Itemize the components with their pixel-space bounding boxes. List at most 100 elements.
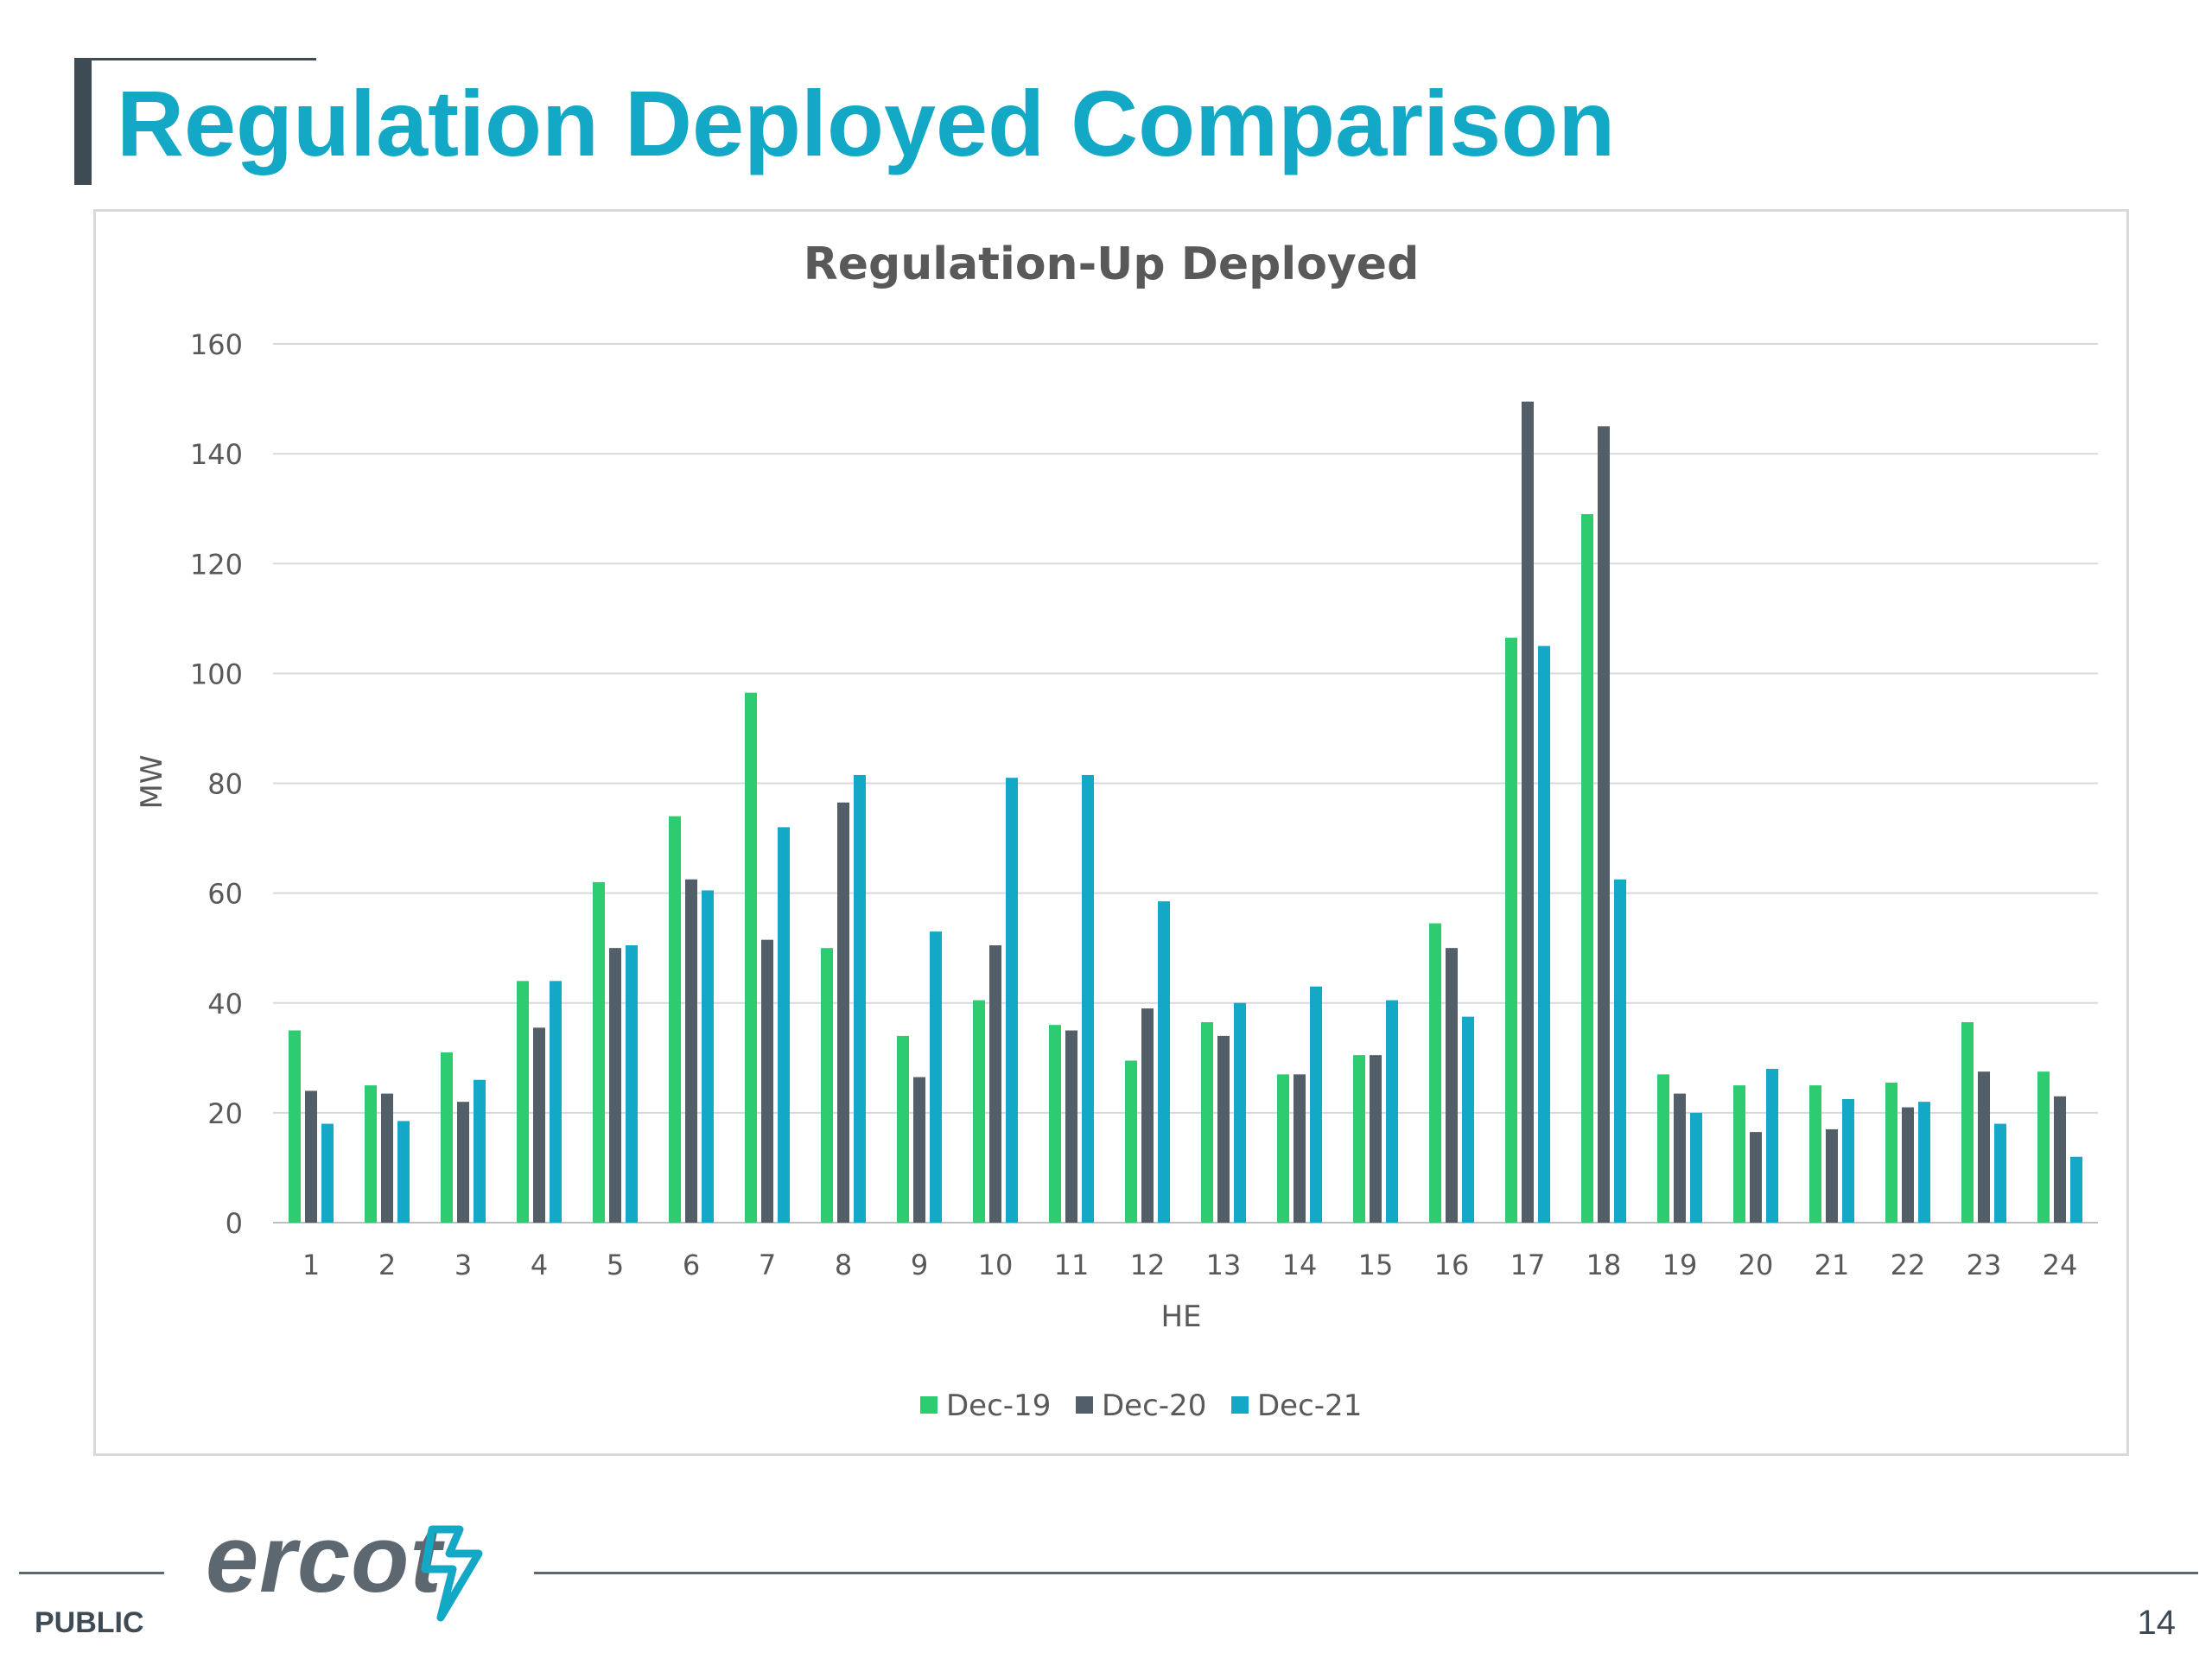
x-tick-label: 18 (1586, 1249, 1622, 1281)
bar-dec-20-he-22 (1902, 1107, 1914, 1223)
bar-dec-20-he-15 (1370, 1055, 1382, 1223)
x-tick-label: 21 (1815, 1249, 1850, 1281)
x-axis-title: HE (1160, 1300, 1201, 1334)
bar-dec-19-he-19 (1657, 1074, 1669, 1223)
y-tick-label: 60 (207, 878, 243, 911)
bar-dec-21-he-23 (1994, 1123, 2006, 1223)
bar-dec-20-he-20 (1750, 1132, 1762, 1223)
bar-dec-19-he-17 (1505, 638, 1517, 1223)
bar-dec-21-he-4 (550, 981, 562, 1223)
bar-dec-21-he-3 (474, 1079, 486, 1223)
x-tick-label: 6 (683, 1249, 700, 1281)
bar-dec-20-he-8 (837, 802, 849, 1223)
bar-dec-19-he-13 (1201, 1021, 1213, 1223)
bar-dec-20-he-1 (305, 1090, 317, 1223)
legend-label: Dec-19 (946, 1389, 1051, 1423)
bar-dec-20-he-9 (913, 1077, 925, 1223)
legend-label: Dec-21 (1257, 1389, 1362, 1423)
y-tick-label: 0 (226, 1207, 243, 1240)
bar-dec-20-he-2 (381, 1093, 393, 1223)
bar-dec-20-he-5 (609, 948, 621, 1223)
x-tick-label: 15 (1358, 1249, 1394, 1281)
y-tick-labels: 0 20 40 60 80 100 120 140 160 (190, 328, 243, 1240)
bar-dec-19-he-18 (1581, 514, 1593, 1223)
chart-title: Regulation-Up Deployed (804, 238, 1420, 290)
legend: Dec-19 Dec-20 Dec-21 (920, 1389, 1362, 1423)
bar-dec-21-he-12 (1158, 901, 1170, 1223)
bar-dec-19-he-16 (1429, 923, 1441, 1223)
bar-dec-21-he-5 (626, 945, 638, 1223)
bar-dec-19-he-9 (897, 1035, 909, 1223)
bar-dec-19-he-1 (289, 1030, 301, 1223)
bar-dec-20-he-23 (1978, 1071, 1990, 1223)
x-tick-label: 16 (1434, 1249, 1470, 1281)
x-tick-label: 19 (1662, 1249, 1698, 1281)
x-tick-label: 13 (1206, 1249, 1242, 1281)
footer-rule-right (534, 1572, 2198, 1574)
bar-dec-19-he-23 (1961, 1021, 1974, 1223)
y-tick-label: 20 (207, 1097, 243, 1130)
y-tick-label: 100 (190, 658, 243, 690)
x-tick-label: 5 (607, 1249, 624, 1281)
legend-swatch-dec-19 (920, 1396, 938, 1414)
x-tick-label: 3 (454, 1249, 472, 1281)
bar-dec-19-he-21 (1809, 1085, 1821, 1223)
x-tick-label: 24 (2043, 1249, 2078, 1281)
bar-dec-20-he-3 (457, 1102, 469, 1223)
bar-dec-19-he-14 (1277, 1074, 1289, 1223)
x-tick-label: 1 (302, 1249, 320, 1281)
bar-dec-21-he-14 (1310, 986, 1322, 1223)
bar-dec-21-he-10 (1006, 778, 1018, 1223)
footer-rule-left (19, 1572, 164, 1574)
x-tick-label: 2 (378, 1249, 396, 1281)
bar-dec-20-he-14 (1294, 1074, 1306, 1223)
bar-dec-20-he-18 (1598, 426, 1610, 1223)
bar-dec-19-he-15 (1353, 1055, 1365, 1223)
bar-dec-21-he-13 (1234, 1002, 1246, 1223)
legend-swatch-dec-21 (1231, 1396, 1249, 1414)
bar-dec-21-he-20 (1766, 1069, 1778, 1223)
bar-dec-20-he-6 (685, 879, 697, 1223)
bar-dec-19-he-3 (441, 1052, 453, 1223)
x-tick-label: 10 (978, 1249, 1014, 1281)
bar-dec-20-he-19 (1674, 1093, 1686, 1223)
x-tick-label: 22 (1891, 1249, 1926, 1281)
bar-dec-21-he-24 (2070, 1156, 2082, 1223)
bar-dec-20-he-12 (1141, 1008, 1154, 1223)
x-tick-labels: 1 2 3 4 5 6 7 8 9 10 11 12 13 14 15 16 17 18 19 20 21 22 23 24 (302, 1249, 2078, 1281)
y-tick-label: 40 (207, 988, 243, 1020)
bar-dec-19-he-10 (973, 1000, 985, 1223)
bar-dec-21-he-6 (702, 890, 714, 1223)
bar-dec-21-he-9 (930, 931, 942, 1223)
x-tick-label: 9 (911, 1249, 928, 1281)
legend-swatch-dec-20 (1076, 1396, 1093, 1414)
y-tick-label: 80 (207, 768, 243, 801)
bar-dec-19-he-6 (669, 816, 681, 1223)
bar-dec-19-he-11 (1049, 1025, 1061, 1223)
slide-title: Regulation Deployed Comparison (117, 71, 1616, 175)
ercot-bolt-icon (421, 1525, 483, 1622)
bar-dec-21-he-7 (778, 827, 790, 1223)
bar-dec-19-he-7 (745, 692, 757, 1223)
bar-dec-19-he-22 (1885, 1082, 1897, 1223)
bar-dec-20-he-24 (2054, 1096, 2066, 1223)
title-accent-line (74, 58, 316, 60)
x-tick-label: 20 (1738, 1249, 1774, 1281)
bar-dec-21-he-16 (1462, 1016, 1474, 1223)
bar-dec-21-he-17 (1538, 645, 1550, 1223)
bar-dec-21-he-2 (397, 1121, 410, 1223)
x-tick-label: 11 (1054, 1249, 1090, 1281)
bar-dec-20-he-4 (533, 1027, 545, 1223)
footer-classification: PUBLIC (35, 1606, 144, 1639)
bar-dec-19-he-4 (517, 981, 529, 1223)
bar-dec-21-he-21 (1842, 1098, 1854, 1223)
x-tick-label: 14 (1282, 1249, 1318, 1281)
legend-label: Dec-20 (1102, 1389, 1206, 1423)
bar-dec-21-he-15 (1386, 1000, 1398, 1223)
x-tick-label: 4 (531, 1249, 548, 1281)
bar-dec-21-he-1 (321, 1123, 334, 1223)
chart-frame: 0 20 40 60 80 100 120 140 160 1 2 3 4 5 6 7 8 9 10 11 12 13 1… (93, 209, 2129, 1456)
bar-dec-20-he-21 (1826, 1128, 1838, 1223)
title-accent-bar (74, 58, 92, 185)
